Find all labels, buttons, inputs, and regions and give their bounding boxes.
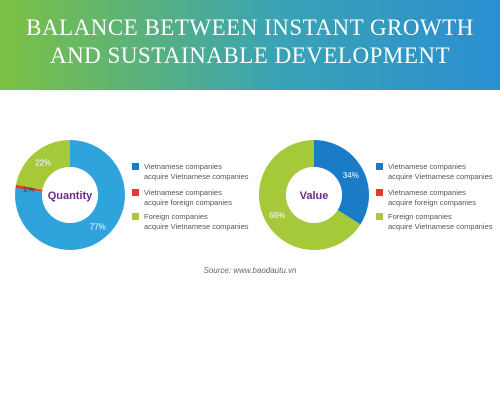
center-label-value: Value [300, 190, 329, 202]
donut-slice-quantity-2 [15, 140, 70, 190]
donut-hole-value [286, 167, 342, 223]
legend-text: acquire Vietnamese companies [144, 222, 249, 231]
legend-swatch [132, 163, 139, 170]
slice-label-value-2: 66% [269, 211, 285, 220]
legend-text: Vietnamese companies [144, 188, 222, 197]
source-note: Source: www.baodautu.vn [203, 266, 297, 275]
legend-text: acquire Vietnamese companies [388, 222, 493, 231]
legend-text: acquire Vietnamese companies [144, 172, 249, 181]
legend-swatch [376, 163, 383, 170]
title-line-2: AND SUSTAINABLE DEVELOPMENT [49, 43, 451, 68]
donut-slice-quantity-1 [15, 184, 43, 192]
donut-slice-quantity-0 [14, 140, 126, 250]
slice-label-quantity-2: 22% [35, 159, 51, 168]
legend-swatch [376, 213, 383, 220]
legend-text: acquire Vietnamese companies [388, 172, 493, 181]
slice-label-quantity-1: 1% [23, 184, 35, 193]
slice-label-quantity-0: 77% [90, 223, 106, 232]
legend-swatch [376, 189, 383, 196]
legend-text: Foreign companies [388, 212, 452, 221]
legend-text: Vietnamese companies [388, 162, 466, 171]
center-label-quantity: Quantity [48, 190, 93, 202]
legend-text: Vietnamese companies [388, 188, 466, 197]
legend-text: acquire foreign companies [388, 198, 476, 207]
header-banner: BALANCE BETWEEN INSTANT GROWTH AND SUSTA… [0, 0, 500, 90]
legend-text: acquire foreign companies [144, 198, 232, 207]
donut-slice-value-2 [258, 140, 361, 250]
legend-swatch [132, 189, 139, 196]
legend-text: Foreign companies [144, 212, 208, 221]
donut-slice-value-0 [314, 140, 369, 225]
legend-text: Vietnamese companies [144, 162, 222, 171]
title-line-1: BALANCE BETWEEN INSTANT GROWTH [26, 15, 474, 40]
slice-label-value-0: 34% [343, 171, 359, 180]
donut-hole-quantity [42, 167, 98, 223]
legend-swatch [132, 213, 139, 220]
